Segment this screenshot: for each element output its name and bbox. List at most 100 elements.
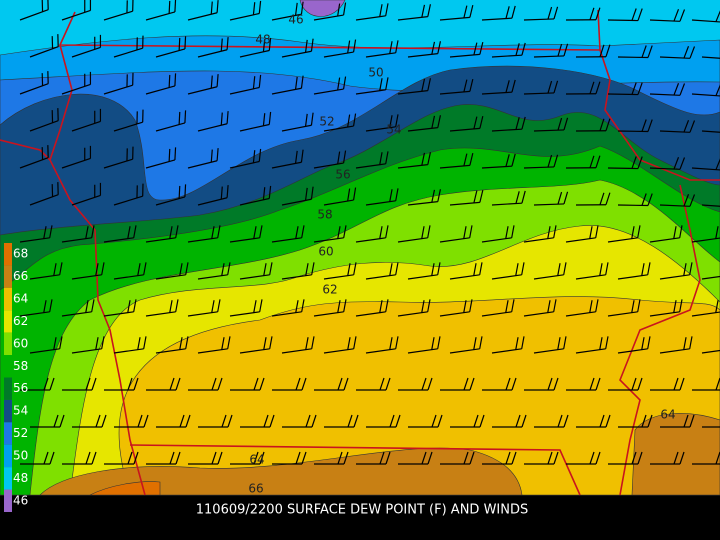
wind-barb-flag — [185, 414, 191, 428]
wind-barb-flag — [473, 414, 479, 428]
wind-barb-flag — [252, 150, 256, 163]
wind-barb-flag — [311, 262, 315, 275]
wind-barb-flag — [421, 451, 427, 465]
wind-barb-flag — [595, 7, 601, 20]
wind-barb-flag — [385, 451, 391, 465]
wind-barb — [491, 274, 522, 280]
wind-barb-flag — [389, 414, 395, 428]
wind-barb — [281, 348, 312, 354]
wind-barb — [439, 16, 470, 21]
wind-barb — [607, 19, 639, 22]
wind-barb-flag — [637, 156, 643, 169]
wind-barb — [649, 19, 680, 22]
wind-barb-flag — [95, 414, 101, 428]
wind-barb-flag — [553, 6, 559, 20]
wind-barb — [617, 274, 648, 280]
wind-barb-flag — [300, 75, 304, 89]
wind-barb — [113, 274, 144, 280]
wind-barb-flag — [599, 192, 605, 205]
wind-barb-flag — [217, 299, 221, 312]
wind-barb-flag — [175, 377, 181, 391]
wind-barb-flag — [258, 148, 262, 162]
legend-swatch — [4, 444, 12, 468]
wind-barb-flag — [53, 263, 57, 276]
wind-barb-flag — [647, 193, 653, 206]
wind-barb-flag — [143, 336, 147, 349]
wind-barb — [365, 274, 396, 280]
wind-barb — [533, 203, 565, 206]
wind-barb-flag — [389, 263, 393, 276]
wind-barb-flag — [352, 187, 357, 201]
wind-barb — [187, 86, 218, 95]
wind-barb — [61, 237, 92, 243]
wind-barb — [61, 83, 91, 95]
wind-barb-flag — [427, 152, 432, 165]
wind-barb — [113, 121, 143, 132]
wind-barb-flag — [673, 83, 680, 96]
wind-barb-flag — [715, 226, 719, 239]
wind-barb-flag — [216, 74, 219, 87]
wind-barb-flag — [553, 299, 557, 312]
wind-barb — [523, 18, 555, 21]
wind-barb-flag — [252, 76, 256, 89]
wind-barb-flag — [395, 114, 399, 127]
wind-barb-flag — [511, 377, 517, 391]
wind-barb — [61, 157, 91, 169]
wind-barb — [61, 9, 91, 21]
wind-barb-flag — [262, 187, 266, 200]
wind-barb-flag — [673, 451, 679, 465]
wind-barb-flag — [143, 262, 147, 275]
wind-barb-flag — [547, 6, 553, 20]
wind-barb-flag — [300, 149, 304, 163]
wind-barb-flag — [379, 226, 383, 239]
legend-label: 46 — [13, 493, 28, 507]
wind-barb-flag — [631, 377, 637, 391]
wind-barb — [659, 204, 690, 207]
wind-barb-flag — [178, 185, 181, 199]
wind-barb — [701, 204, 720, 207]
wind-barb-flag — [557, 117, 563, 131]
wind-barb-flag — [385, 77, 389, 90]
wind-barb — [449, 201, 480, 206]
wind-barb-flag — [479, 115, 484, 129]
wind-barb-flag — [715, 451, 720, 465]
wind-barb — [71, 46, 101, 58]
wind-barb-flag — [137, 263, 141, 276]
wind-barb-flag — [389, 189, 393, 202]
wind-barb — [103, 158, 133, 169]
wind-barb-flag — [637, 8, 643, 21]
wind-barb-flag — [679, 299, 683, 312]
wind-barb — [19, 157, 49, 169]
wind-barb-flag — [473, 337, 477, 350]
legend-label: 68 — [13, 247, 28, 261]
legend-swatch — [4, 489, 12, 512]
wind-barb-flag — [259, 225, 263, 238]
wind-barb-flag — [431, 189, 436, 203]
wind-barb-flag — [301, 299, 305, 312]
legend-label: 60 — [13, 336, 28, 350]
wind-barb-flag — [43, 377, 49, 391]
wind-barb — [617, 56, 649, 59]
contour-label: 64 — [249, 453, 264, 467]
wind-barb — [197, 274, 228, 280]
band-66-east — [631, 413, 720, 496]
wind-barb-flag — [337, 3, 341, 17]
wind-barb-flag — [263, 337, 267, 350]
wind-barb-flag — [49, 225, 53, 238]
wind-barb-flag — [262, 113, 266, 126]
wind-barb-flag — [211, 377, 217, 391]
wind-barb-flag — [595, 81, 601, 94]
wind-barb-flag — [437, 115, 442, 128]
wind-barb — [407, 53, 438, 58]
wind-barb-flag — [269, 336, 273, 349]
wind-barb-flag — [295, 226, 299, 239]
wind-barb-flag — [395, 262, 399, 275]
wind-barb-flag — [59, 336, 63, 349]
wind-barb-flag — [311, 414, 317, 428]
wind-barb — [565, 311, 596, 317]
wind-barb — [481, 17, 512, 21]
border — [49, 44, 146, 496]
wind-barb-flag — [673, 300, 677, 313]
wind-barb-flag — [431, 337, 435, 350]
wind-barb-flag — [473, 263, 477, 276]
